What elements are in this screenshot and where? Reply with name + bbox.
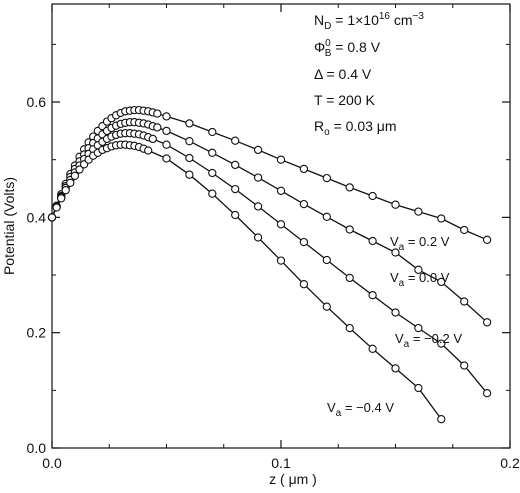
data-point — [231, 210, 240, 220]
data-point — [322, 255, 331, 265]
data-point — [482, 235, 492, 244]
y-tick-label: 0.6 — [27, 94, 47, 110]
data-point — [322, 173, 331, 183]
data-point — [437, 339, 446, 348]
data-point — [66, 178, 75, 187]
data-point — [368, 291, 377, 300]
data-point — [437, 415, 446, 424]
x-tick-label: 0.1 — [271, 455, 291, 471]
series-line — [51, 132, 488, 394]
data-point — [276, 155, 286, 164]
axis-ticks: 0.0 0.1 0.2 0.0 0.2 0.4 0.6 — [27, 4, 520, 471]
data-point — [162, 140, 171, 149]
data-point — [391, 308, 400, 317]
parameter-2: Δ = 0.4 V — [314, 66, 372, 82]
data-point — [208, 189, 217, 198]
x-axis-label: z ( μm ) — [269, 471, 317, 487]
data-point — [231, 160, 240, 170]
data-point — [482, 318, 492, 327]
data-point — [276, 186, 286, 195]
data-point — [460, 361, 469, 370]
parameter-box: ND = 1×1016 cm−3 Φ0 B = 0.8 V Δ = 0.4 V T = … — [314, 11, 424, 138]
data-point — [322, 212, 331, 221]
y-axis-label: Potential (Volts) — [1, 177, 17, 275]
series-2: Va = −0.2 V — [47, 129, 492, 398]
data-point — [368, 236, 377, 246]
data-point — [148, 134, 157, 144]
parameter-0: ND = 1×1016 cm−3 — [314, 11, 424, 32]
data-point — [162, 112, 171, 121]
data-point — [208, 127, 217, 137]
data-point — [391, 248, 400, 257]
data-point — [345, 183, 354, 192]
data-point — [299, 280, 309, 289]
data-point — [75, 165, 84, 174]
data-point — [153, 123, 162, 132]
data-point — [437, 277, 446, 287]
series-1: Va = 0.0 V — [47, 118, 492, 327]
data-point — [57, 194, 66, 203]
data-point — [299, 237, 309, 247]
data-point — [253, 173, 263, 182]
data-point — [70, 171, 80, 180]
data-point — [345, 323, 354, 333]
data-point — [185, 170, 194, 179]
data-point — [253, 202, 263, 211]
parameter-4: Ro = 0.03 μm — [314, 118, 397, 138]
parameter-1: Φ0 B = 0.8 V — [314, 38, 381, 59]
y-tick-label: 0.4 — [27, 209, 47, 225]
x-tick-label: 0.0 — [42, 455, 62, 471]
data-point — [253, 233, 263, 242]
data-point — [276, 256, 286, 265]
data-point — [322, 302, 331, 311]
data-point — [368, 191, 377, 201]
series-label: Va = −0.2 V — [395, 331, 462, 350]
data-point — [231, 184, 240, 194]
y-tick-label: 0.2 — [27, 325, 47, 341]
series-label: Va = 0.2 V — [390, 234, 450, 253]
x-tick-label: 0.2 — [500, 455, 520, 471]
series-group: Va = 0.2 V Va = 0.0 V Va = −0.2 V Va = −0.4… — [47, 105, 492, 424]
data-point — [391, 364, 400, 373]
parameter-3: T = 200 K — [314, 92, 376, 108]
data-point — [414, 207, 423, 216]
series-label: Va = 0.0 V — [390, 270, 450, 289]
y-tick-label: 0.0 — [27, 440, 47, 456]
data-point — [253, 145, 263, 155]
data-point — [276, 220, 286, 229]
data-point — [52, 203, 61, 212]
series-label: Va = −0.4 V — [327, 400, 394, 419]
data-point — [185, 153, 194, 163]
data-point — [162, 126, 171, 136]
data-point — [144, 146, 153, 155]
data-point — [345, 225, 354, 234]
data-point — [414, 265, 423, 274]
data-point — [61, 186, 70, 195]
data-point — [460, 297, 469, 306]
data-point — [414, 323, 423, 333]
data-point — [231, 136, 240, 145]
data-point — [153, 109, 162, 118]
series-3: Va = −0.4 V — [47, 140, 446, 424]
data-point — [208, 168, 217, 178]
data-point — [437, 214, 446, 223]
data-point — [299, 164, 309, 174]
data-point — [345, 273, 354, 283]
data-point — [299, 199, 309, 209]
series-line — [51, 144, 442, 420]
series-line — [51, 121, 488, 323]
data-point — [391, 200, 400, 209]
data-point — [414, 383, 423, 393]
data-point — [482, 389, 492, 398]
data-point — [208, 148, 217, 157]
data-point — [185, 119, 194, 128]
data-point — [460, 225, 469, 235]
data-point — [368, 344, 377, 353]
data-point — [185, 137, 194, 146]
data-point — [162, 154, 171, 163]
data-point — [47, 213, 57, 222]
